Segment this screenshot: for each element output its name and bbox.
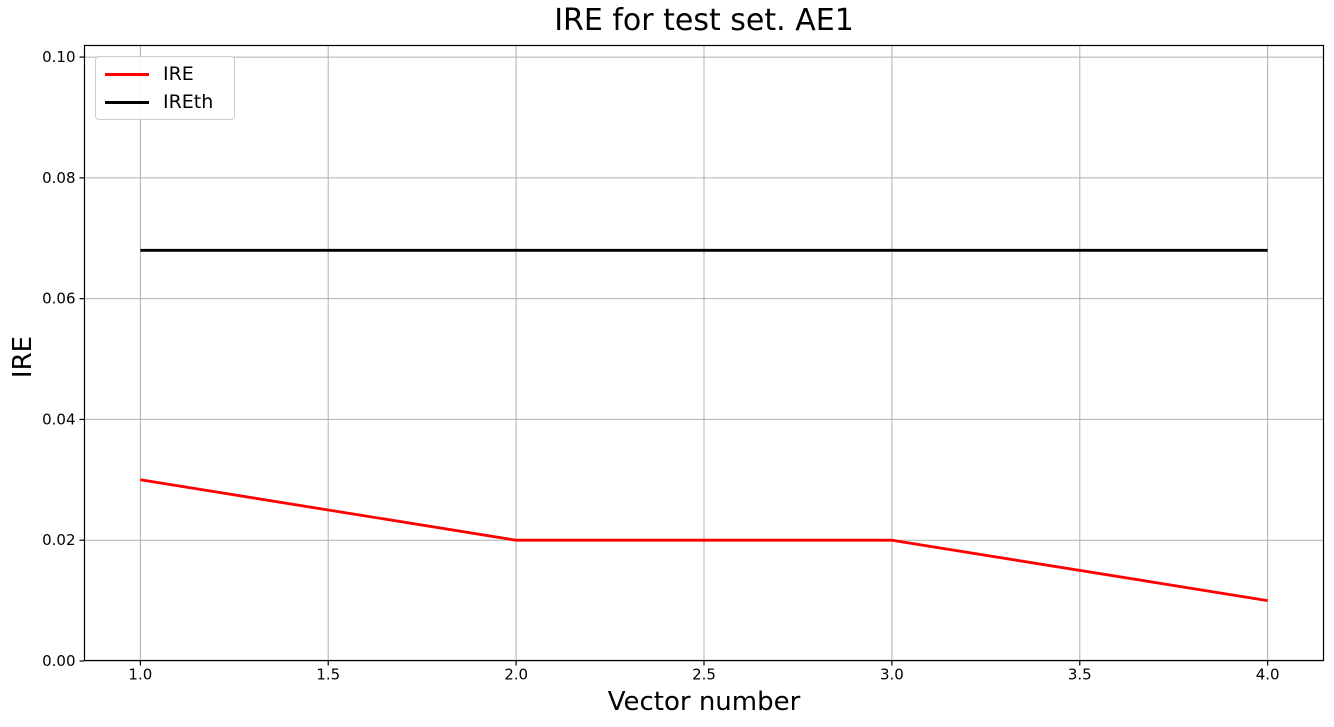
axes-spines [83,44,1325,662]
ytick-label: 0.04 [42,410,75,428]
xtick-label: 1.0 [128,666,152,684]
ytick-label: 0.00 [42,652,75,670]
x-axis-label: Vector number [607,687,801,717]
ytick-label: 0.08 [42,169,75,187]
ytick-label: 0.06 [42,290,75,308]
xtick-label: 4.0 [1256,666,1280,684]
legend-label-ire: IRE [163,62,194,85]
xtick-label: 2.0 [504,666,528,684]
ytick-label: 0.10 [42,48,75,66]
xtick-label: 3.5 [1068,666,1092,684]
legend: IRE IREth [95,56,235,120]
xtick-label: 1.5 [316,666,340,684]
xtick-label: 3.0 [880,666,904,684]
series-line-ire [140,478,1268,602]
legend-entry-ireth: IREth [96,89,234,115]
chart-title: IRE for test set. AE1 [554,3,854,38]
xtick-label: 2.5 [692,666,716,684]
legend-line-sample-ire [105,72,149,76]
legend-entry-ire: IRE [96,61,234,87]
ytick-label: 0.02 [42,531,75,549]
legend-line-sample-ireth [105,100,149,104]
legend-label-ireth: IREth [163,90,214,113]
